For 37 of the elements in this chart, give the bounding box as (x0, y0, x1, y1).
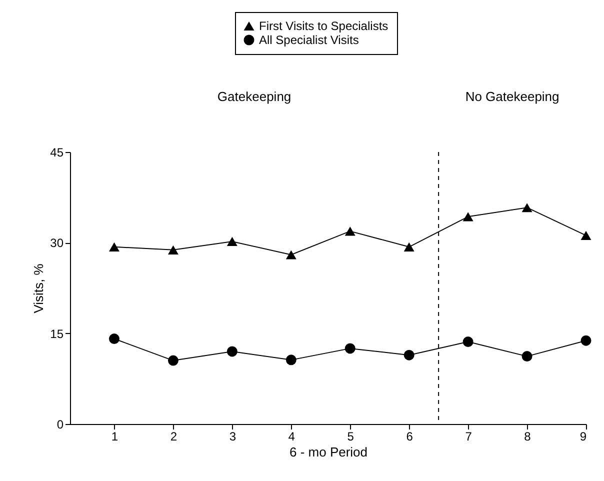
x-axis-title: 6 - mo Period (289, 444, 368, 460)
x-tick-label: 9 (580, 430, 587, 444)
x-tick-label: 2 (170, 430, 178, 444)
point (108, 334, 120, 344)
point (226, 236, 238, 246)
point (522, 351, 532, 362)
point (226, 346, 238, 357)
point (168, 245, 178, 254)
text: No Gatekeeping (465, 89, 560, 104)
point (404, 350, 414, 360)
y-axis-title: Visits, % (31, 263, 46, 314)
x-tick-label: 7 (465, 430, 472, 444)
y-tick-label: 45 (50, 146, 64, 160)
point (522, 203, 532, 212)
point (404, 242, 414, 252)
point (286, 250, 296, 260)
point (462, 212, 474, 222)
y-tick-label: 0 (56, 418, 64, 432)
x-tick-label: 3 (229, 430, 236, 444)
y-tick-label: 30 (50, 236, 64, 250)
point (580, 335, 592, 346)
x-tick-label: 6 (406, 430, 414, 444)
x-tick-label: 4 (288, 430, 296, 444)
y-tick-label: 15 (50, 326, 64, 341)
point (168, 355, 178, 366)
point (580, 230, 592, 240)
text: Gatekeeping (217, 89, 292, 104)
x-tick-label: 5 (347, 430, 354, 444)
legend-label: First Visits to Specialists (259, 19, 388, 33)
legend-label: All Specialist Visits (259, 33, 359, 47)
point (344, 226, 356, 236)
point (286, 354, 296, 366)
point (344, 343, 356, 354)
point (462, 336, 474, 348)
point (108, 242, 120, 252)
x-tick-label: 8 (524, 430, 532, 444)
x-tick-label: 1 (111, 430, 118, 444)
